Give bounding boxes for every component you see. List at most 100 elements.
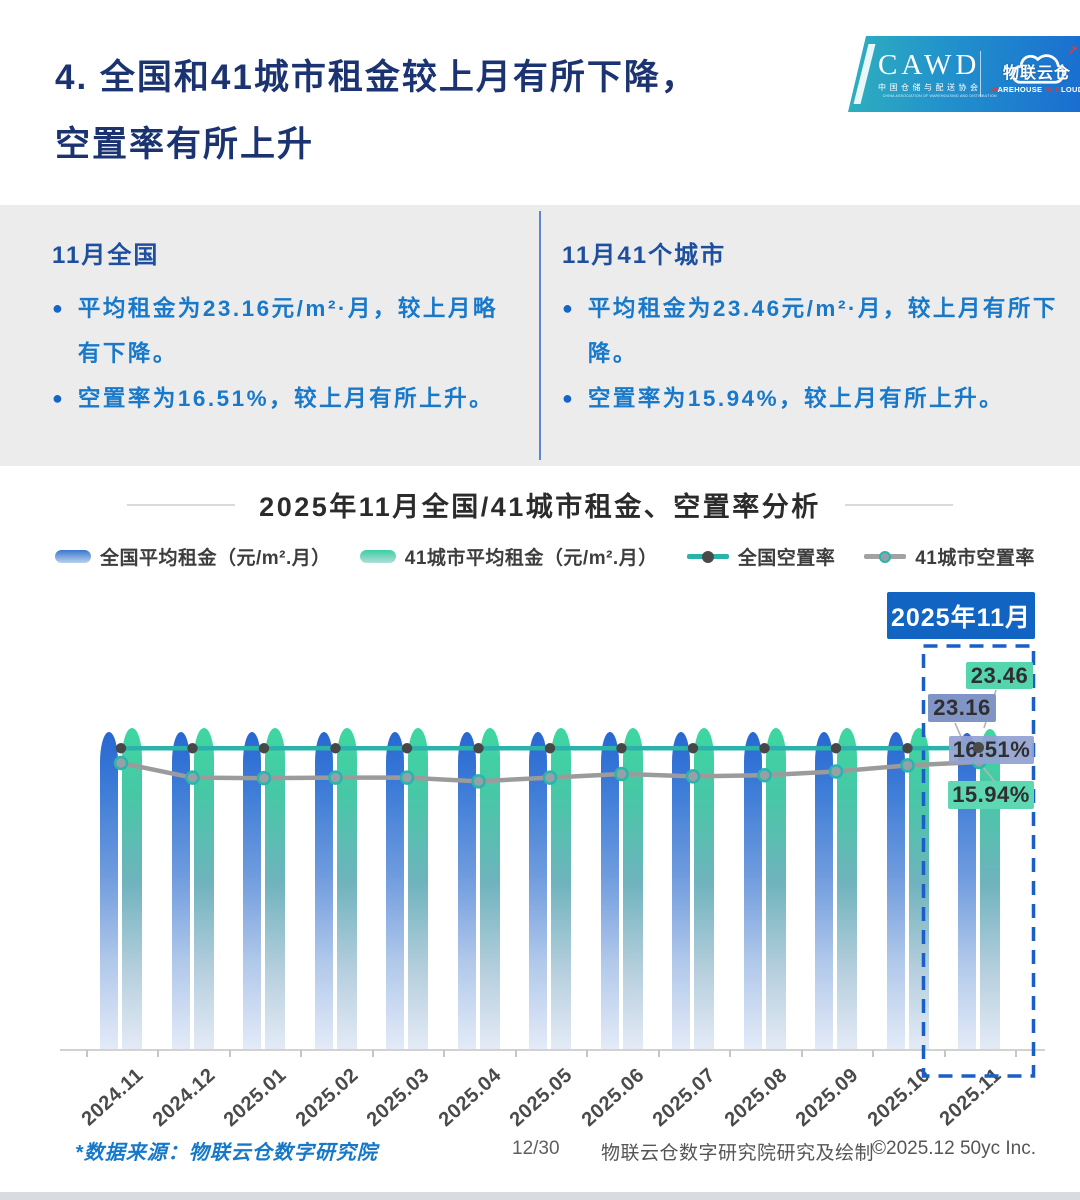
x-axis-tick [729,1050,731,1057]
summary-cities-title: 11月41个城市 [562,242,727,269]
x-axis-tick [371,1050,374,1057]
cawd-chinese-name: 中国仓储与配送协会 [878,83,982,92]
x-axis-tick [85,1050,88,1057]
data-source-note: *数据来源：物联云仓数字研究院 [75,1142,378,1164]
x-axis-label: 2025.06 [577,1064,649,1132]
summary-national-list: ● 平均租金为23.16元/m²·月，较上月略有下降。 ● 空置率为16.51%… [52,286,522,421]
x-axis-label: 2025.03 [362,1064,434,1132]
summary-national-title: 11月全国 [52,242,160,269]
page-title-line2: 空置率有所上升 [55,125,315,164]
x-axis-tick [443,1050,445,1057]
cloud-english-wordmark: WAREHOUSE IN CLOUD [989,85,1080,94]
legend-item-city-vacancy: 41城市空置率 [864,543,1035,570]
x-axis-tick [943,1050,946,1057]
summary-cities-list: ● 平均租金为23.46元/m²·月，较上月有所下降。 ● 空置率为15.94%… [562,286,1066,421]
summary-bullet: 平均租金为23.16元/m²·月，较上月略有下降。 [77,296,498,366]
callout-city-vacancy: 15.94% [948,781,1034,809]
bar-city-rent [622,728,643,1050]
x-axis-label: 2025.08 [720,1064,792,1132]
bar-national-rent [243,732,261,1050]
callout-national-rent: 23.16 [928,694,996,722]
x-axis-tick [1015,1050,1017,1057]
cawd-logo: CAWD 中国仓储与配送协会 CHINA ASSOCIATION OF WARE… [878,50,997,98]
x-axis-label: 2025.05 [505,1064,577,1132]
x-axis-label: 2025.11 [935,1064,1006,1131]
list-item: ● 空置率为16.51%，较上月有所上升。 [52,376,522,421]
x-axis-tick [157,1050,159,1057]
legend-item-national-rent: 全国平均租金（元/m².月） [55,543,331,570]
logo-letters: LOUD [1060,85,1080,94]
summary-cities: 11月41个城市 ● 平均租金为23.46元/m²·月，较上月有所下降。 ● 空… [540,205,1080,466]
title-flank-line [844,503,953,506]
summary-divider [539,211,541,460]
marker-dot-icon [879,550,892,563]
bar-city-rent [551,728,571,1050]
x-axis-tick [300,1050,302,1057]
bullet-icon: ● [52,388,63,408]
national-vacancy-final-marker [973,742,984,753]
list-item: ● 空置率为15.94%，较上月有所上升。 [562,376,1066,421]
page-number: 12/30 [512,1138,560,1159]
bar-national-rent [171,732,190,1050]
x-axis-tick [514,1050,517,1057]
bar-city-rent [694,728,714,1050]
x-axis-label: 2025.10 [863,1064,935,1132]
bar-national-rent [457,732,476,1050]
bar-national-rent [672,732,690,1050]
bullet-icon: ● [52,298,63,318]
list-item: ● 平均租金为23.16元/m²·月，较上月略有下降。 [52,286,522,376]
bar-city-rent [193,728,214,1050]
bar-city-rent [336,728,357,1050]
x-axis-label: 2024.12 [148,1064,220,1132]
cawd-english-name: CHINA ASSOCIATION OF WAREHOUSING AND DIS… [882,93,997,98]
x-axis-tick [872,1050,874,1057]
marker-dot-icon [701,550,714,563]
bar-national-rent [815,732,833,1050]
logo-letters: AREHOUSE [997,85,1043,94]
bar-national-rent [100,732,118,1050]
x-axis-tick [228,1050,231,1057]
logo-divider [980,51,981,97]
bar-national-rent [600,732,619,1050]
bar-national-rent [386,732,404,1050]
legend-item-national-vacancy: 全国空置率 [686,543,836,570]
logo: CAWD 中国仓储与配送协会 CHINA ASSOCIATION OF WARE… [848,36,1080,112]
bar-city-rent [122,728,142,1050]
x-axis-label: 2025.01 [219,1064,291,1132]
summary-bullet: 空置率为16.51%，较上月有所上升。 [77,386,495,411]
bar-national-rent [886,732,905,1050]
x-axis-label: 2025.04 [434,1064,506,1132]
bottom-strip [0,1192,1080,1200]
bullet-icon: ● [562,388,573,408]
summary-national: 11月全国 ● 平均租金为23.16元/m²·月，较上月略有下降。 ● 空置率为… [0,205,540,466]
x-axis-label: 2025.09 [791,1064,863,1132]
bar-city-rent [479,728,500,1050]
chart-title: 2025年11月全国/41城市租金、空置率分析 [259,492,821,522]
credit-text: 物联云仓数字研究院研究及绘制 [601,1143,875,1164]
bullet-icon: ● [562,298,573,318]
chart-legend: 全国平均租金（元/m².月） 41城市平均租金（元/m².月） 全国空置率 41… [55,543,1065,570]
legend-label: 41城市空置率 [915,548,1035,569]
legend-item-city-rent: 41城市平均租金（元/m².月） [359,543,658,570]
city-rent-swatch-icon [359,550,396,563]
warehouse-in-cloud-logo: ↗ 物联云仓 WAREHOUSE IN CLOUD [989,41,1080,107]
callout-city-rent: 23.46 [966,662,1033,689]
summary-bullet: 空置率为15.94%，较上月有所上升。 [587,386,1005,411]
cloud-icon [1011,54,1065,84]
legend-label: 全国平均租金（元/m².月） [100,548,331,569]
bar-city-rent [408,728,428,1050]
callout-national-vacancy: 16.51% [949,736,1034,764]
bar-city-rent [837,728,857,1050]
x-axis-tick [657,1050,660,1057]
chart-title-row: 2025年11月全国/41城市租金、空置率分析 [0,485,1080,524]
legend-label: 全国空置率 [737,548,836,569]
highlight-month-badge: 2025年11月 [887,592,1035,639]
summary-panel: 11月全国 ● 平均租金为23.16元/m²·月，较上月略有下降。 ● 空置率为… [0,205,1080,466]
x-axis-label: 2025.02 [291,1064,363,1132]
page-title-line1: 4. 全国和41城市租金较上月有所下降， [55,58,698,97]
summary-bullet: 平均租金为23.46元/m²·月，较上月有所下降。 [587,296,1058,366]
x-axis-label: 2025.07 [648,1064,720,1132]
cloud-chinese-wordmark: 物联云仓 [1002,65,1071,82]
